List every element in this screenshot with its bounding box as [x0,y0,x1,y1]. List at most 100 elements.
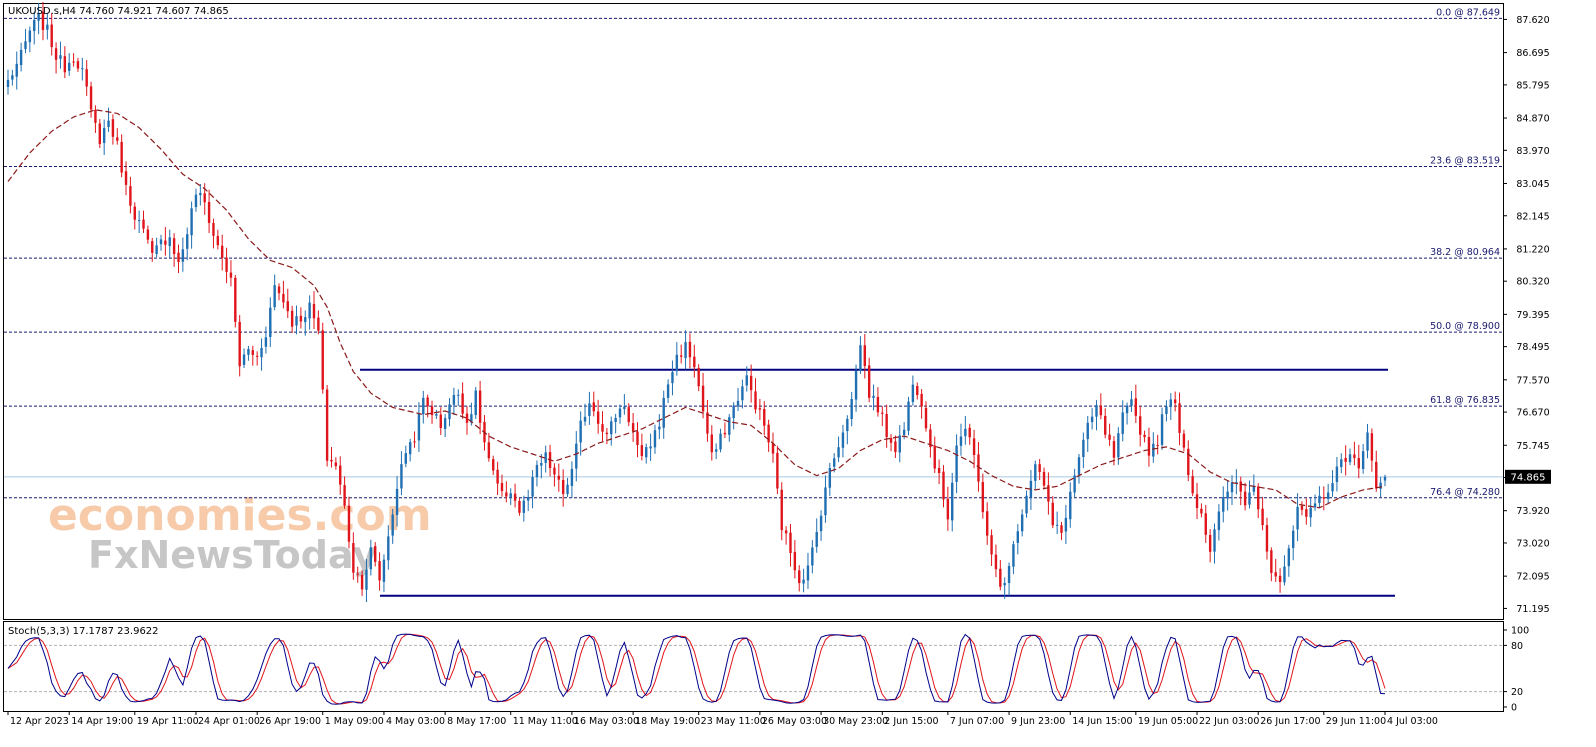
candle-body [749,375,753,391]
x-tick-label: 4 May 03:00 [386,716,445,727]
candle-body [413,441,416,443]
candle-body [89,86,93,110]
candle-body [67,62,71,71]
candle [1305,498,1308,525]
candle [207,189,211,234]
candle-body [264,337,268,347]
candle-body [378,561,381,581]
candle [81,57,84,81]
candle [505,481,508,503]
candle [299,307,303,329]
candle-body [916,386,919,396]
candle [907,396,910,436]
y-tick-label: 83.045 [1516,179,1549,190]
candle [1156,434,1159,455]
candle-body [1182,433,1186,448]
candle [220,234,224,271]
candle [784,526,788,545]
candle [701,372,705,419]
candle-body [1165,406,1168,415]
fib-level-label: 0.0 @ 87.649 [1436,7,1500,18]
candle-body [1073,475,1076,493]
candle [457,389,460,406]
candle-body [220,245,224,258]
candle [1012,540,1015,575]
candle [1274,558,1277,582]
candle [1090,408,1094,430]
candle [365,558,368,603]
candle [400,451,403,496]
candle [706,399,709,442]
candle-body [1375,461,1378,489]
candle [387,525,390,570]
y-tick-label: 87.620 [1516,15,1549,26]
current-price-label: 74.865 [1511,472,1546,483]
candle-body [457,394,460,396]
x-tick-label: 30 May 23:00 [823,716,888,727]
candle [1344,445,1347,476]
candle-body [1300,505,1304,510]
candle [618,404,622,424]
candle [269,297,272,347]
candle [627,403,630,427]
candle [1287,544,1291,577]
candle-body [1217,511,1221,531]
candle-body [1335,466,1339,482]
watermark-line1: economies.com [48,490,432,541]
candle [1134,384,1138,423]
candle [1108,423,1111,446]
candle [492,455,495,476]
candle-body [203,193,206,203]
y-tick-label: 84.870 [1516,114,1549,125]
candle-body [763,408,766,426]
candle [1200,503,1203,518]
candle-body [1331,483,1334,492]
candle-body [1200,508,1203,514]
candle [1187,440,1190,482]
candle-body [190,208,193,236]
candle-body [443,418,447,429]
candle-body [465,413,469,423]
candle [439,407,442,435]
candle-body [124,171,128,185]
candle-body [41,11,45,30]
candle-body [1326,492,1330,499]
x-tick-label: 7 Jun 07:00 [950,716,1004,727]
candle [592,391,595,417]
candle [832,453,836,473]
candle [1261,496,1264,531]
candle [968,423,971,445]
candle-body [273,285,276,308]
candle-body [513,493,517,501]
candle-body [623,406,626,410]
candle-body [1086,422,1089,440]
candle [575,431,578,482]
candle [1173,391,1177,412]
candle [937,459,941,485]
candle [212,218,215,249]
candle-body [225,257,228,272]
x-tick-label: 19 Jun 05:00 [1138,716,1198,727]
fib-level-label: 23.6 @ 83.519 [1430,155,1500,166]
candle [1309,497,1312,527]
candle-body [937,468,941,474]
x-tick-label: 14 Apr 19:00 [71,716,133,727]
stoch-tick-label: 20 [1511,687,1523,698]
candle [566,477,569,497]
candle [1322,486,1326,511]
candle [771,432,775,463]
candle [360,570,364,596]
stoch-main-line [7,633,1386,705]
candle-body [146,229,150,240]
candle-body [1257,486,1260,510]
candle-body [846,418,849,432]
candle [435,409,438,420]
candle [1357,444,1360,479]
candle [98,119,102,148]
candle-body [234,277,237,322]
candle [1025,490,1028,518]
candle-body [1034,464,1037,481]
candle-body [894,441,897,453]
y-tick-label: 80.320 [1516,277,1549,288]
